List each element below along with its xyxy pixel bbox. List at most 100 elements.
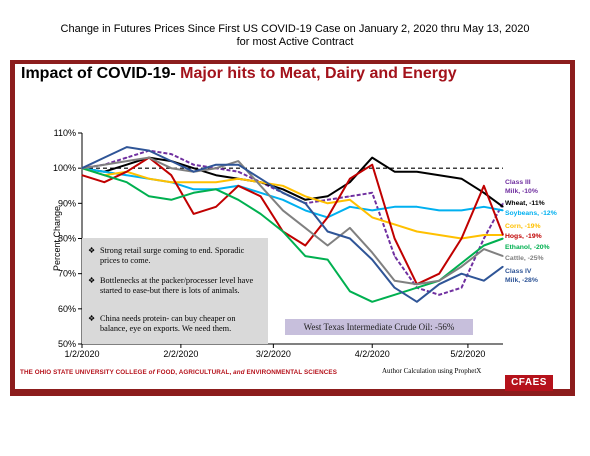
data-point-cattle bbox=[327, 244, 329, 247]
wti-annotation: West Texas Intermediate Crude Oil: -56% bbox=[285, 319, 473, 335]
data-point-cattle bbox=[483, 248, 485, 250]
data-point-wheat bbox=[394, 171, 396, 173]
note-item: ❖ China needs protein- can buy cheaper on… bbox=[88, 314, 264, 334]
source-credit: Author Calculation using ProphetX bbox=[382, 367, 482, 375]
data-point-ethanol bbox=[460, 262, 463, 264]
data-point-ethanol bbox=[237, 199, 239, 201]
data-point-corn bbox=[304, 195, 306, 197]
diamond-bullet-icon: ❖ bbox=[88, 276, 96, 285]
x-tick-label: 3/2/2020 bbox=[256, 349, 291, 359]
data-point-class4_milk bbox=[460, 273, 463, 275]
y-tick-label: 80% bbox=[58, 234, 76, 244]
data-point-class4_milk bbox=[215, 164, 217, 166]
data-point-wheat bbox=[304, 199, 306, 201]
data-point-class3_milk bbox=[438, 294, 440, 296]
data-point-cattle bbox=[394, 280, 396, 282]
data-point-soybeans bbox=[460, 209, 463, 211]
data-point-class3_milk bbox=[502, 202, 504, 204]
footer-text: THE OHIO STATE UNIVERSITY COLLEGE bbox=[20, 369, 149, 376]
data-point-hogs bbox=[170, 174, 172, 176]
data-point-cattle bbox=[260, 185, 262, 187]
data-point-soybeans bbox=[502, 209, 504, 211]
data-point-hogs bbox=[260, 195, 262, 197]
data-point-wheat bbox=[327, 195, 329, 197]
data-point-corn bbox=[215, 181, 217, 183]
data-point-cattle bbox=[349, 227, 351, 229]
footer-text: FOOD, AGRICULTURAL, bbox=[154, 369, 234, 376]
data-point-corn bbox=[438, 234, 440, 236]
cfaes-logo: CFAES bbox=[505, 375, 553, 391]
data-point-class4_milk bbox=[170, 160, 172, 162]
data-point-corn bbox=[193, 181, 195, 183]
diamond-bullet-icon: ❖ bbox=[88, 314, 96, 323]
data-point-hogs bbox=[438, 273, 440, 275]
data-point-ethanol bbox=[148, 195, 150, 197]
data-point-cattle bbox=[438, 280, 440, 282]
legend-label-corn: Corn, -19% bbox=[505, 223, 541, 230]
data-point-wheat bbox=[438, 174, 440, 176]
x-tick-label: 1/2/2020 bbox=[64, 349, 99, 359]
data-point-class4_milk bbox=[282, 192, 284, 194]
data-point-corn bbox=[282, 185, 284, 187]
data-point-corn bbox=[148, 178, 150, 180]
data-point-cattle bbox=[502, 255, 504, 257]
legend-label-class3_milk: Milk, -10% bbox=[505, 188, 538, 195]
data-point-hogs bbox=[126, 171, 128, 173]
legend-label-class4_milk: Class IV bbox=[505, 268, 532, 275]
data-point-wheat bbox=[416, 171, 418, 173]
y-tick-label: 50% bbox=[58, 339, 76, 349]
data-point-hogs bbox=[349, 178, 351, 180]
data-point-corn bbox=[371, 216, 373, 218]
data-point-corn bbox=[260, 181, 262, 183]
data-point-hogs bbox=[502, 234, 504, 236]
data-point-hogs bbox=[483, 185, 485, 187]
data-point-hogs bbox=[394, 237, 396, 240]
data-point-class3_milk bbox=[349, 195, 351, 197]
series-line-wheat bbox=[81, 156, 504, 208]
data-point-class4_milk bbox=[237, 164, 239, 166]
data-point-class3_milk bbox=[371, 192, 373, 194]
data-point-class3_milk bbox=[483, 237, 485, 240]
data-point-class4_milk bbox=[394, 287, 396, 289]
legend-label-wheat: Wheat, -11% bbox=[505, 200, 545, 207]
data-point-hogs bbox=[304, 244, 306, 247]
footer-text: and bbox=[233, 369, 245, 376]
data-point-soybeans bbox=[103, 171, 105, 173]
data-point-class4_milk bbox=[502, 266, 504, 268]
data-point-soybeans bbox=[349, 206, 351, 208]
slide-title: Impact of COVID-19- Major hits to Meat, … bbox=[21, 65, 457, 83]
data-point-cattle bbox=[237, 160, 239, 162]
data-point-cattle bbox=[416, 283, 418, 285]
data-point-class4_milk bbox=[438, 283, 440, 285]
data-point-soybeans bbox=[126, 174, 128, 176]
data-point-cattle bbox=[126, 160, 128, 162]
data-point-wheat bbox=[483, 192, 485, 194]
data-point-cattle bbox=[170, 167, 172, 169]
footer-text: ENVIRONMENTAL SCIENCES bbox=[244, 369, 338, 376]
data-point-class4_milk bbox=[103, 157, 105, 159]
data-point-ethanol bbox=[416, 287, 418, 289]
diamond-bullet-icon: ❖ bbox=[88, 246, 96, 255]
x-tick-label: 2/2/2020 bbox=[163, 349, 198, 359]
data-point-hogs bbox=[237, 185, 239, 187]
data-point-soybeans bbox=[282, 199, 284, 201]
data-point-class3_milk bbox=[237, 171, 239, 173]
data-point-soybeans bbox=[483, 206, 485, 208]
data-point-class4_milk bbox=[416, 301, 418, 303]
legend-label-ethanol: Ethanol, -20% bbox=[505, 244, 550, 251]
data-point-soybeans bbox=[304, 209, 306, 211]
legend-label-cattle: Cattle, -25% bbox=[505, 255, 544, 262]
data-point-ethanol bbox=[349, 290, 351, 292]
data-point-ethanol bbox=[304, 255, 306, 257]
data-point-hogs bbox=[81, 174, 83, 176]
note-text: China needs protein- can buy cheaper on … bbox=[100, 314, 236, 333]
data-point-class4_milk bbox=[81, 167, 83, 169]
data-point-hogs bbox=[460, 237, 463, 240]
note-text: Bottlenecks at the packer/processer leve… bbox=[100, 276, 254, 295]
data-point-ethanol bbox=[282, 230, 284, 233]
data-point-wheat bbox=[215, 174, 217, 176]
data-point-ethanol bbox=[103, 174, 105, 176]
data-point-ethanol bbox=[170, 199, 172, 201]
y-tick-label: 110% bbox=[54, 128, 76, 138]
